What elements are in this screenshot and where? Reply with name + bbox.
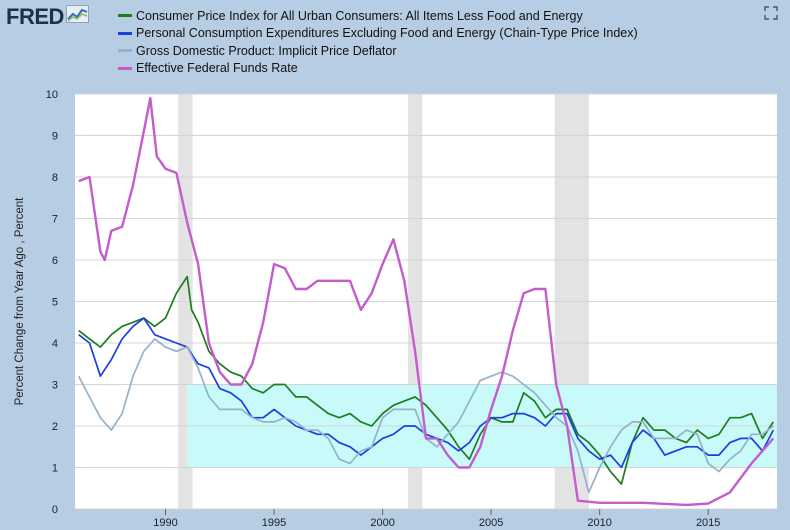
fullscreen-icon[interactable]	[764, 6, 778, 20]
fred-logo-text: FRED	[6, 3, 64, 29]
chart-header: FRED Consumer Price Index for All Urban …	[0, 0, 790, 90]
legend-label: Consumer Price Index for All Urban Consu…	[136, 8, 583, 23]
legend-swatch	[118, 31, 132, 35]
y-tick-label: 10	[46, 89, 58, 101]
legend-swatch	[118, 66, 132, 70]
legend-item[interactable]: Gross Domestic Product: Implicit Price D…	[118, 42, 638, 60]
y-tick-label: 8	[52, 172, 58, 184]
y-tick-label: 2	[52, 421, 58, 433]
x-tick-label: 2015	[696, 517, 720, 529]
y-tick-label: 5	[52, 297, 58, 309]
fred-chart-icon	[65, 4, 90, 29]
series-group	[77, 96, 775, 507]
legend-swatch	[118, 14, 132, 18]
fred-logo[interactable]: FRED	[6, 4, 90, 29]
legend-label: Personal Consumption Expenditures Exclud…	[136, 26, 638, 41]
x-tick-label: 2005	[479, 517, 503, 529]
y-tick-label: 7	[52, 214, 58, 226]
legend-item[interactable]: Consumer Price Index for All Urban Consu…	[118, 7, 638, 25]
x-tick-label: 1995	[262, 517, 286, 529]
y-tick-label: 0	[52, 504, 58, 516]
y-tick-label: 1	[52, 463, 58, 475]
y-tick-label: 3	[52, 380, 58, 392]
legend-item[interactable]: Personal Consumption Expenditures Exclud…	[118, 25, 638, 43]
x-tick-label: 2000	[370, 517, 394, 529]
chart-legend: Consumer Price Index for All Urban Consu…	[118, 7, 638, 77]
series-line-4	[78, 96, 775, 507]
x-tick-label: 2010	[587, 517, 611, 529]
y-tick-label: 6	[52, 255, 58, 267]
y-tick-label: 4	[52, 338, 58, 350]
legend-item[interactable]: Effective Federal Funds Rate	[118, 60, 638, 78]
legend-label: Gross Domestic Product: Implicit Price D…	[136, 43, 397, 58]
legend-label: Effective Federal Funds Rate	[136, 61, 298, 76]
legend-swatch	[118, 49, 132, 53]
y-axis-title: Percent Change from Year Ago , Percent	[14, 197, 26, 406]
y-tick-label: 9	[52, 131, 58, 143]
x-tick-label: 1990	[153, 517, 177, 529]
